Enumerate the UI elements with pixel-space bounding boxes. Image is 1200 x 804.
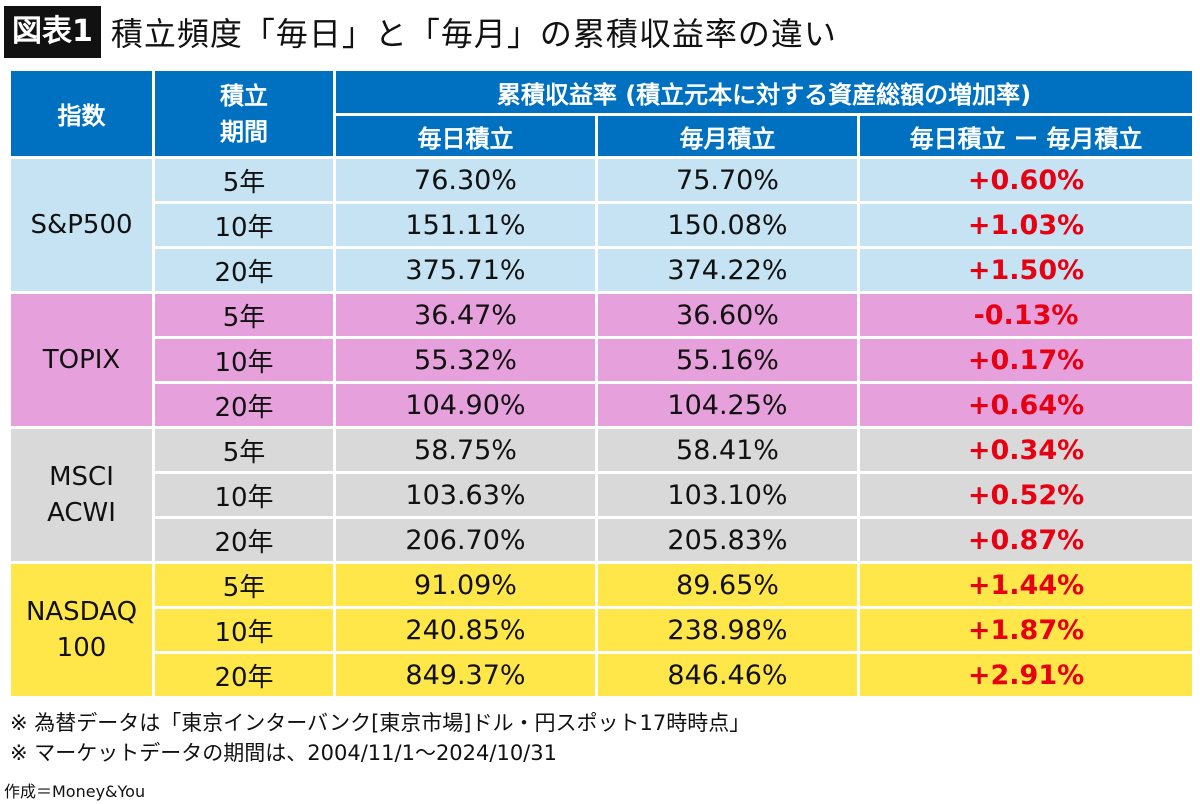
table-row: 10年 240.85% 238.98% +1.87% xyxy=(9,606,1196,654)
diff-value: -0.13% xyxy=(856,291,1196,339)
period-cell: 10年 xyxy=(152,471,336,519)
table-row: 20年 206.70% 205.83% +0.87% xyxy=(9,516,1196,564)
period-cell: 10年 xyxy=(152,606,336,654)
daily-value: 206.70% xyxy=(333,516,598,564)
daily-value: 58.75% xyxy=(333,426,598,474)
table-row: MSCI ACWI 5年 58.75% 58.41% +0.34% xyxy=(8,426,1196,564)
header-diff: 毎日積立 ー 毎月積立 xyxy=(856,113,1196,159)
returns-table: 指数 積立期間 累積収益率 (積立元本に対する資産総額の増加率) 毎日積立 毎月… xyxy=(8,68,1196,699)
period-cell: 5年 xyxy=(152,291,336,339)
period-cell: 5年 xyxy=(152,426,336,474)
footnote: ※ 為替データは「東京インターバンク[東京市場]ドル・円スポット17時時点」 xyxy=(10,711,751,735)
daily-value: 849.37% xyxy=(333,651,598,699)
daily-value: 151.11% xyxy=(333,201,598,249)
monthly-value: 89.65% xyxy=(595,561,860,609)
table-row: 10年 103.63% 103.10% +0.52% xyxy=(9,471,1196,519)
header-index: 指数 xyxy=(8,68,155,159)
diff-value: +0.34% xyxy=(856,426,1196,474)
monthly-value: 104.25% xyxy=(595,381,860,429)
period-cell: 20年 xyxy=(152,381,336,429)
table-row: 20年 375.71% 374.22% +1.50% xyxy=(9,246,1196,294)
monthly-value: 58.41% xyxy=(595,426,860,474)
diff-value: +0.87% xyxy=(856,516,1196,564)
header-group: 累積収益率 (積立元本に対する資産総額の増加率) xyxy=(332,68,1196,116)
daily-value: 36.47% xyxy=(333,291,598,339)
index-name: NASDAQ 100 xyxy=(8,561,155,699)
monthly-value: 846.46% xyxy=(595,651,860,699)
credit: 作成＝Money&You xyxy=(4,782,146,801)
monthly-value: 75.70% xyxy=(595,156,860,204)
monthly-value: 55.16% xyxy=(595,336,860,384)
monthly-value: 103.10% xyxy=(595,471,860,519)
table-row: 20年 849.37% 846.46% +2.91% xyxy=(9,651,1196,699)
index-name: MSCI ACWI xyxy=(8,426,155,564)
period-cell: 20年 xyxy=(152,516,336,564)
period-cell: 5年 xyxy=(152,156,336,204)
footnotes: ※ 為替データは「東京インターバンク[東京市場]ドル・円スポット17時時点」 ※… xyxy=(10,708,750,768)
table-row: 20年 104.90% 104.25% +0.64% xyxy=(9,381,1196,429)
period-cell: 20年 xyxy=(152,651,336,699)
diff-value: +1.03% xyxy=(856,201,1196,249)
daily-value: 104.90% xyxy=(333,381,598,429)
table-row: TOPIX 5年 36.47% 36.60% -0.13% xyxy=(8,291,1196,429)
daily-value: 240.85% xyxy=(333,606,598,654)
monthly-value: 150.08% xyxy=(595,201,860,249)
figure-title: 図表1 積立頻度「毎日」と「毎月」の累積収益率の違い xyxy=(4,6,837,58)
monthly-value: 36.60% xyxy=(595,291,860,339)
diff-value: +1.87% xyxy=(856,606,1196,654)
diff-value: +0.64% xyxy=(856,381,1196,429)
diff-value: +0.17% xyxy=(856,336,1196,384)
period-cell: 5年 xyxy=(152,561,336,609)
diff-value: +0.60% xyxy=(856,156,1196,204)
daily-value: 375.71% xyxy=(333,246,598,294)
daily-value: 76.30% xyxy=(333,156,598,204)
diff-value: +0.52% xyxy=(856,471,1196,519)
header-daily: 毎日積立 xyxy=(333,113,598,159)
figure-badge: 図表1 xyxy=(4,6,101,58)
diff-value: +2.91% xyxy=(856,651,1196,699)
monthly-value: 205.83% xyxy=(595,516,860,564)
daily-value: 103.63% xyxy=(333,471,598,519)
index-name: S&P500 xyxy=(8,156,155,294)
header-period: 積立期間 xyxy=(152,68,336,159)
footnote: ※ マーケットデータの期間は、2004/11/1～2024/10/31 xyxy=(10,741,557,765)
table-row: 10年 151.11% 150.08% +1.03% xyxy=(9,201,1196,249)
diff-value: +1.50% xyxy=(856,246,1196,294)
table-row: 10年 55.32% 55.16% +0.17% xyxy=(9,336,1196,384)
table-row: S&P500 5年 76.30% 75.70% +0.60% xyxy=(8,156,1196,294)
header-monthly: 毎月積立 xyxy=(595,113,860,159)
index-name: TOPIX xyxy=(8,291,155,429)
table-row: NASDAQ 100 5年 91.09% 89.65% +1.44% xyxy=(8,561,1196,699)
daily-value: 55.32% xyxy=(333,336,598,384)
period-cell: 10年 xyxy=(152,336,336,384)
period-cell: 10年 xyxy=(152,201,336,249)
period-cell: 20年 xyxy=(152,246,336,294)
diff-value: +1.44% xyxy=(856,561,1196,609)
monthly-value: 238.98% xyxy=(595,606,860,654)
title-text: 積立頻度「毎日」と「毎月」の累積収益率の違い xyxy=(110,15,837,53)
monthly-value: 374.22% xyxy=(595,246,860,294)
daily-value: 91.09% xyxy=(333,561,598,609)
